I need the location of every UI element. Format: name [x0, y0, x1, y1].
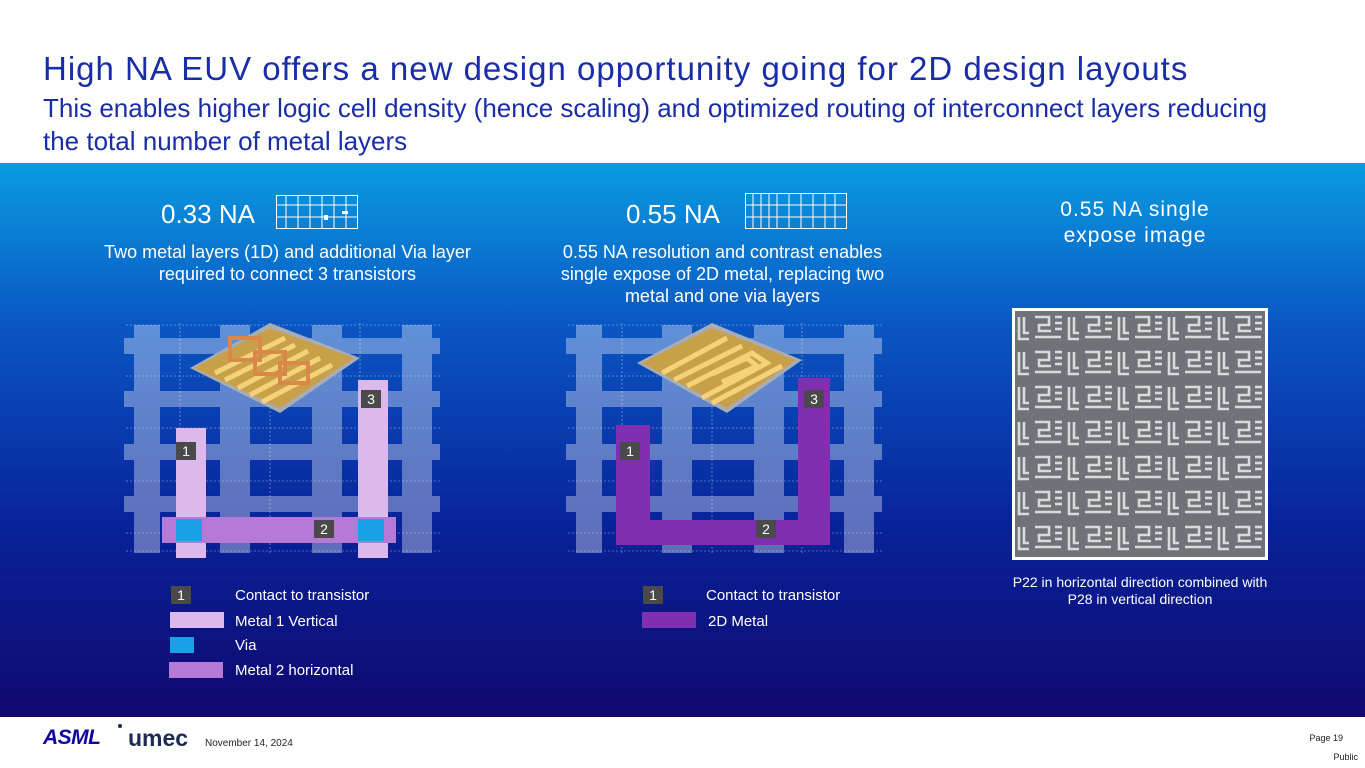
legend2-metal2d-swatch	[642, 612, 696, 628]
content-panel: 0.33 NA Two metal layers (1D) and additi…	[0, 163, 1365, 717]
middle-chip-illustration	[637, 323, 802, 413]
sem-pattern	[1015, 311, 1265, 557]
classification-label: Public	[1333, 752, 1358, 762]
left-marker-3: 3	[361, 390, 381, 408]
left-na-label: 0.33 NA	[161, 199, 255, 229]
right-caption: P22 in horizontal direction combined wit…	[1012, 574, 1268, 607]
left-mask-icon	[276, 195, 358, 229]
legend-metal1-swatch	[170, 612, 224, 628]
via-right	[358, 519, 384, 541]
imec-logo: umec	[128, 725, 189, 751]
left-marker-2: 2	[314, 520, 334, 538]
asml-logo: ASML	[43, 726, 101, 749]
legend-metal2-label: Metal 2 horizontal	[235, 662, 354, 679]
left-marker-1: 1	[176, 442, 196, 460]
slide-title: High NA EUV offers a new design opportun…	[43, 50, 1189, 87]
legend-contact-swatch: 1	[171, 586, 191, 604]
left-chip-illustration	[190, 323, 360, 413]
right-title: 0.55 NA single expose image	[1060, 198, 1210, 247]
middle-marker-1: 1	[620, 442, 640, 460]
left-layout-diagram	[124, 323, 442, 558]
legend-metal1-label: Metal 1 Vertical	[235, 613, 338, 630]
legend-via-label: Via	[235, 637, 257, 654]
middle-na-label: 0.55 NA	[626, 199, 720, 229]
middle-layout-diagram	[566, 323, 884, 555]
middle-description: 0.55 NA resolution and contrast enables …	[560, 242, 885, 306]
legend-via-swatch	[170, 637, 194, 653]
middle-marker-3: 3	[804, 390, 824, 408]
legend-contact-label: Contact to transistor	[235, 587, 370, 604]
legend2-metal2d-label: 2D Metal	[708, 613, 769, 630]
middle-marker-2: 2	[756, 520, 776, 538]
via-left	[176, 519, 202, 541]
page-number: Page 19	[1309, 733, 1343, 743]
imec-logo-dot	[118, 724, 122, 728]
legend2-contact-swatch: 1	[643, 586, 663, 604]
footer-date: November 14, 2024	[205, 738, 293, 749]
slide-subtitle: This enables higher logic cell density (…	[43, 93, 1268, 156]
legend2-contact-label: Contact to transistor	[706, 587, 841, 604]
sem-image	[1012, 308, 1268, 560]
legend-metal2-swatch	[169, 662, 223, 678]
middle-mask-icon	[745, 193, 847, 229]
left-description: Two metal layers (1D) and additional Via…	[104, 242, 471, 284]
